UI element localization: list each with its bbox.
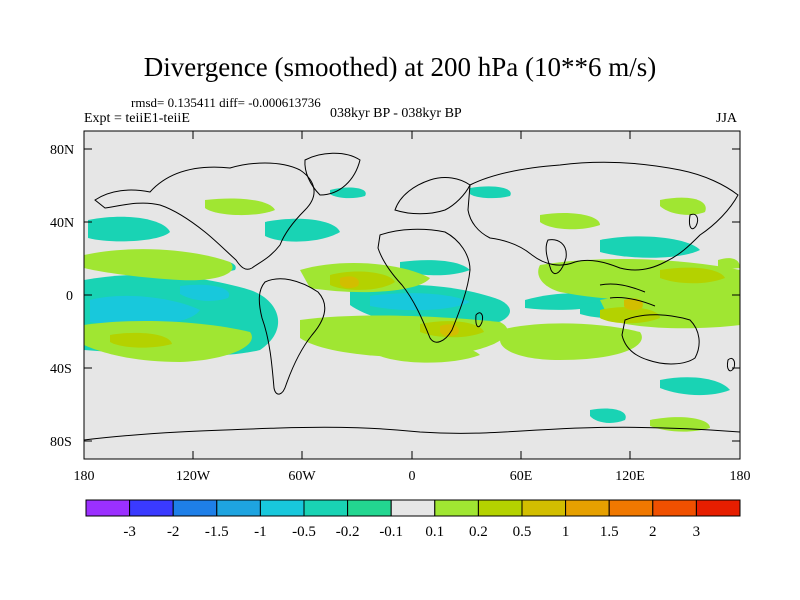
colorbar-label: -0.2	[336, 524, 360, 540]
lat-label-0: 0	[66, 289, 73, 304]
lon-label-60e: 60E	[510, 469, 533, 484]
lon-label-120e: 120E	[615, 469, 645, 484]
colorbar-label: 2	[649, 524, 657, 540]
colorbar-swatch	[259, 499, 305, 517]
colorbar-label: 0.1	[425, 524, 444, 540]
divergence-field	[84, 186, 740, 432]
colorbar-swatch	[695, 499, 741, 517]
lon-label-120w: 120W	[176, 469, 211, 484]
colorbar	[85, 499, 741, 517]
colorbar-swatch	[172, 499, 218, 517]
colorbar-swatch	[390, 499, 436, 517]
colorbar-swatch	[477, 499, 523, 517]
lon-label-60w: 60W	[288, 469, 316, 484]
colorbar-swatch	[85, 499, 131, 517]
stats-text: rmsd= 0.135411 diff= -0.000613736	[131, 95, 321, 110]
colorbar-label: 3	[693, 524, 701, 540]
lon-label-180w: 180	[74, 469, 95, 484]
lat-label-40s: 40S	[50, 362, 72, 377]
figure-title: Divergence (smoothed) at 200 hPa (10**6 …	[143, 52, 657, 82]
lat-label-80n: 80N	[50, 143, 74, 158]
colorbar-swatch	[347, 499, 392, 517]
colorbar-label: -3	[123, 524, 136, 540]
lat-label-80s: 80S	[50, 435, 72, 450]
colorbar-swatch	[303, 499, 349, 517]
colorbar-swatch	[608, 499, 654, 517]
colorbar-swatch	[652, 499, 697, 517]
axis-ticks	[83, 131, 741, 459]
colorbar-label: -1	[254, 524, 267, 540]
colorbar-label: 0.2	[469, 524, 488, 540]
lon-label-180e: 180	[730, 469, 751, 484]
colorbar-labels: -3 -2 -1.5 -1 -0.5 -0.2 -0.1 0.1 0.2 0.5 1 1.5 2 3	[123, 524, 700, 540]
colorbar-swatch	[521, 499, 567, 517]
colorbar-label: 1.5	[600, 524, 619, 540]
colorbar-swatch	[565, 499, 610, 517]
experiment-label: Expt = teiiE1-teiiE	[84, 111, 190, 126]
colorbar-label: -0.1	[379, 524, 403, 540]
coastlines	[84, 152, 740, 441]
lon-label-0: 0	[409, 469, 416, 484]
season-label: JJA	[716, 111, 738, 126]
colorbar-label: -1.5	[205, 524, 229, 540]
colorbar-label: 0.5	[513, 524, 532, 540]
colorbar-label: -2	[167, 524, 180, 540]
colorbar-swatch	[216, 499, 261, 517]
colorbar-label: -0.5	[292, 524, 316, 540]
colorbar-label: 1	[562, 524, 570, 540]
lat-label-40n: 40N	[50, 216, 74, 231]
colorbar-swatch	[129, 499, 174, 517]
period-label: 038kyr BP - 038kyr BP	[330, 106, 462, 121]
colorbar-swatch	[434, 499, 479, 517]
